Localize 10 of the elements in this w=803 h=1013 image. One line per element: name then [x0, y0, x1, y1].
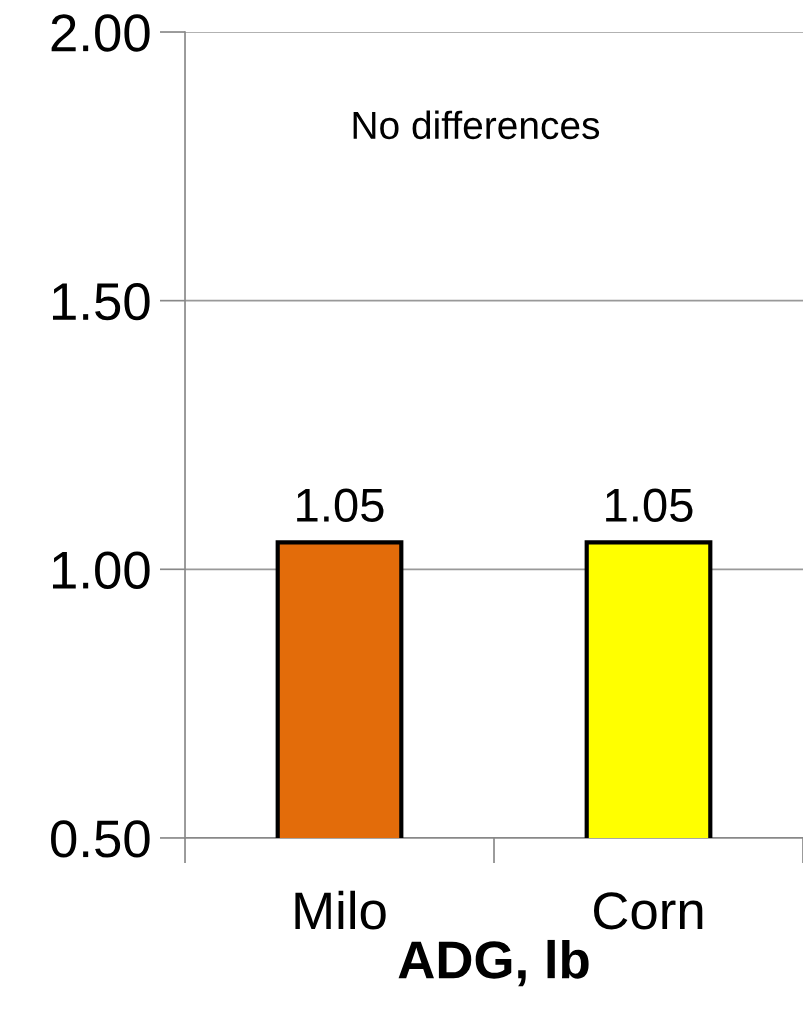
y-tick-label: 2.00 — [51, 14, 150, 52]
x-tick-label: Corn — [593, 892, 703, 930]
x-tick-label: Milo — [295, 890, 386, 930]
annotation: No differences — [353, 110, 600, 140]
data-label: 1.05 — [606, 488, 693, 522]
y-tick-label: 1.50 — [52, 282, 150, 321]
data-label: 1.05 — [297, 488, 384, 522]
y-tick-label: 0.50 — [51, 820, 150, 858]
x-axis-title: ADG, lb — [398, 939, 589, 987]
y-tick-label: 1.00 — [52, 551, 150, 589]
